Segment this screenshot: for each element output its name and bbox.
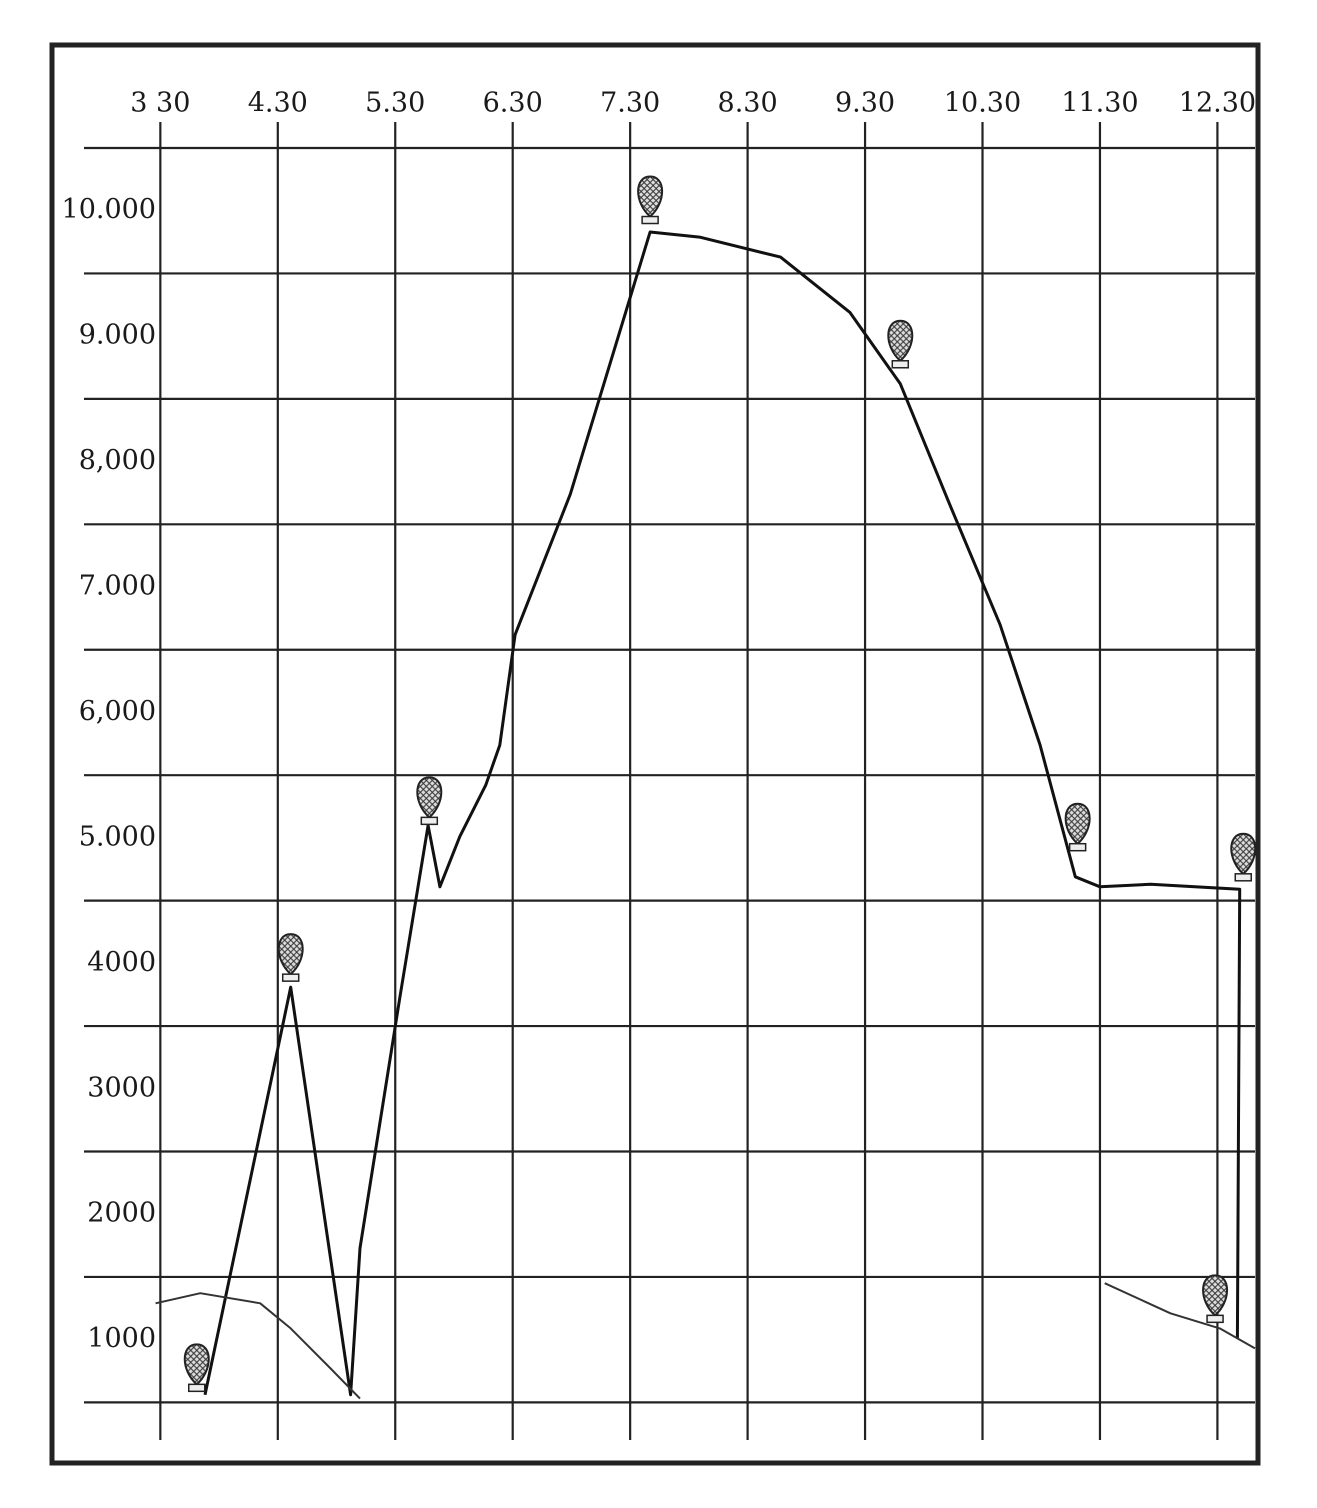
x-tick-label: 3 30 [130,88,190,119]
x-tick-label: 4.30 [248,88,308,119]
balloon-part [637,175,664,218]
y-tick-label: 2000 [87,1198,156,1229]
y-tick-label: 8,000 [79,445,156,476]
line-series [155,1292,361,1400]
y-tick-label: 5.000 [79,821,156,852]
balloon-marker [1202,1274,1229,1324]
balloon-part [188,1383,206,1393]
balloon-part [1202,1274,1229,1317]
x-tick-label: 8.30 [718,88,778,119]
balloon-marker [637,175,664,225]
balloon-part [1234,873,1253,882]
x-tick-label: 5.30 [365,88,425,119]
x-tick-label: 12.30 [1179,88,1256,119]
x-tick-label: 9.30 [835,88,895,119]
line-series [203,230,1242,1397]
balloon-part [891,360,910,369]
balloon-marker [277,933,304,982]
y-tick-label: 1000 [87,1323,156,1354]
balloon-part [1230,832,1257,876]
balloon-part [183,1343,210,1386]
frame [49,42,1261,1466]
y-tick-label: 3000 [87,1072,156,1103]
x-tick-label: 10.30 [944,88,1021,119]
balloon-part [1068,842,1087,852]
balloon-part [887,319,914,363]
x-tick-label: 7.30 [600,88,660,119]
balloon-part [420,816,439,826]
y-tick-label: 10.000 [62,194,156,225]
balloon-part [416,776,443,819]
balloon-part [1206,1314,1224,1324]
balloon-part [281,973,300,982]
balloon-marker [1064,802,1091,852]
x-tick-label: 6.30 [483,88,543,119]
balloon-marker [887,319,914,369]
balloon-marker [183,1343,210,1393]
balloon-part [1064,802,1091,846]
line-series [1104,1282,1256,1350]
balloon-part [641,215,659,225]
balloon-marker [416,776,443,826]
balloon-part [277,933,304,976]
balloon-marker [1230,832,1257,882]
x-tick-label: 11.30 [1061,88,1138,119]
y-tick-label: 4000 [87,947,156,978]
y-tick-label: 9.000 [79,320,156,351]
y-tick-label: 7.000 [79,571,156,602]
y-tick-label: 6,000 [79,696,156,727]
